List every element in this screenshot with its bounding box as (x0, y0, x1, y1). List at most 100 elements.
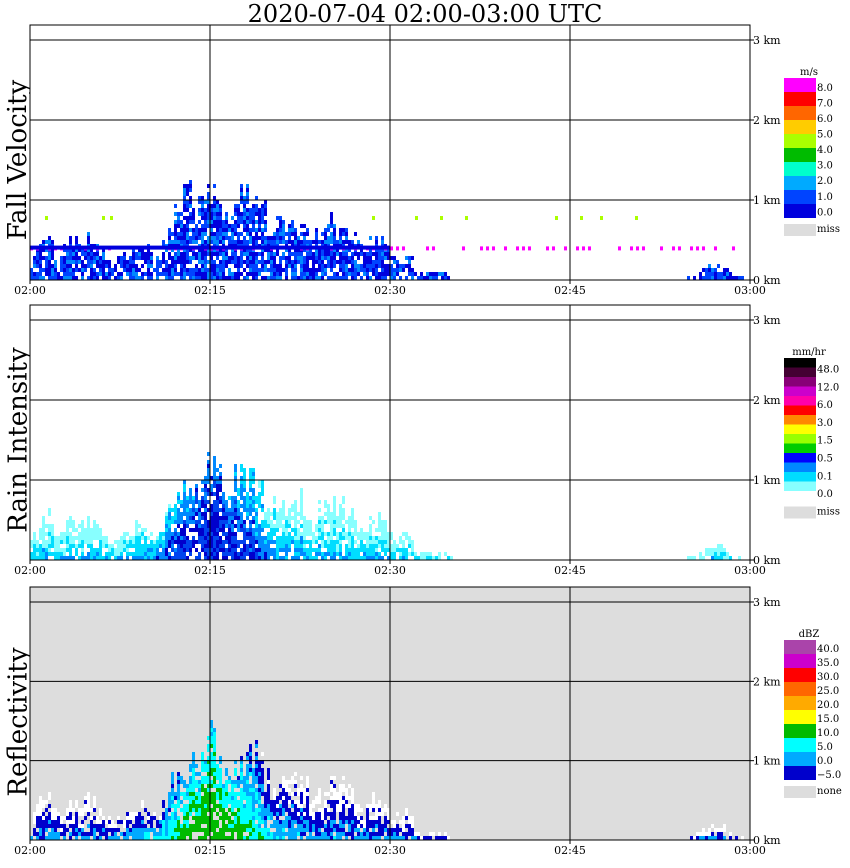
data-cell (276, 276, 279, 280)
data-cell (219, 760, 222, 764)
data-cell (213, 548, 216, 552)
data-cell (252, 240, 255, 244)
data-cell (300, 488, 303, 492)
data-cell (102, 556, 105, 560)
data-cell (333, 240, 336, 244)
data-cell (222, 784, 225, 788)
data-cell (378, 260, 381, 264)
data-cell (306, 816, 309, 820)
data-cell (324, 248, 327, 252)
data-cell (123, 544, 126, 548)
data-cell (504, 246, 507, 251)
data-cell (318, 264, 321, 268)
data-cell (345, 804, 348, 808)
data-cell (363, 836, 366, 840)
data-cell (366, 828, 369, 832)
data-cell (339, 548, 342, 552)
data-cell (222, 828, 225, 832)
data-cell (213, 464, 216, 468)
data-cell (183, 836, 186, 840)
data-cell (96, 252, 99, 256)
data-cell (282, 252, 285, 256)
legend-swatch (784, 453, 816, 463)
data-cell (78, 268, 81, 272)
data-cell (348, 528, 351, 532)
data-cell (384, 256, 387, 260)
data-cell (249, 748, 252, 752)
data-cell (174, 268, 177, 272)
data-cell (42, 532, 45, 536)
data-cell (288, 796, 291, 800)
data-cell (372, 520, 375, 524)
data-cell (312, 276, 315, 280)
data-cell (231, 232, 234, 236)
data-cell (186, 216, 189, 220)
data-cell (216, 240, 219, 244)
data-cell (120, 264, 123, 268)
data-cell (213, 472, 216, 476)
data-cell (225, 772, 228, 776)
data-cell (222, 492, 225, 496)
data-cell (189, 212, 192, 216)
data-cell (291, 800, 294, 804)
data-cell (87, 556, 90, 560)
data-cell (282, 232, 285, 236)
data-cell (324, 544, 327, 548)
data-cell (213, 768, 216, 772)
data-cell (360, 276, 363, 280)
data-cell (141, 276, 144, 280)
data-cell (171, 780, 174, 784)
data-cell (135, 828, 138, 832)
data-cell (363, 256, 366, 260)
data-cell (228, 816, 231, 820)
data-cell (270, 824, 273, 828)
data-cell (39, 276, 42, 280)
data-cell (336, 532, 339, 536)
legend-label: 10.0 (817, 728, 839, 739)
data-cell (246, 512, 249, 516)
data-cell (243, 804, 246, 808)
data-cell (186, 272, 189, 276)
data-cell (207, 548, 210, 552)
data-cell (201, 776, 204, 780)
data-cell (336, 548, 339, 552)
data-cell (240, 464, 243, 468)
data-cell (237, 240, 240, 244)
legend-swatch (784, 78, 816, 92)
data-cell (237, 208, 240, 212)
data-cell (393, 272, 396, 276)
data-cell (204, 548, 207, 552)
data-cell (48, 548, 51, 552)
data-cell (309, 532, 312, 536)
data-cell (48, 252, 51, 256)
data-cell (393, 548, 396, 552)
data-cell (180, 828, 183, 832)
data-cell (93, 532, 96, 536)
data-cell (351, 548, 354, 552)
data-cell (108, 268, 111, 272)
data-cell (96, 556, 99, 560)
data-cell (63, 824, 66, 828)
data-cell (135, 552, 138, 556)
data-cell (339, 784, 342, 788)
data-cell (246, 544, 249, 548)
data-cell (330, 816, 333, 820)
data-cell (327, 260, 330, 264)
data-cell (135, 256, 138, 260)
data-cell (201, 796, 204, 800)
data-cell (144, 540, 147, 544)
data-cell (273, 528, 276, 532)
data-cell (417, 832, 420, 836)
data-cell (240, 824, 243, 828)
data-cell (279, 260, 282, 264)
data-cell (168, 256, 171, 260)
data-cell (174, 236, 177, 240)
data-cell (213, 276, 216, 280)
data-cell (213, 208, 216, 212)
data-cell (393, 544, 396, 548)
data-cell (339, 512, 342, 516)
data-cell (186, 816, 189, 820)
data-cell (138, 540, 141, 544)
data-cell (39, 824, 42, 828)
data-cell (408, 260, 411, 264)
